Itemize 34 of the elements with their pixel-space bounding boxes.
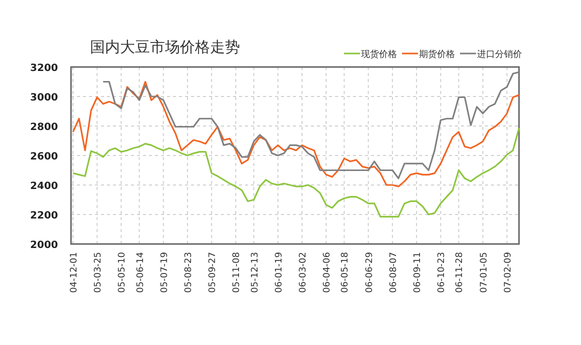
line-series (72, 127, 520, 218)
legend-label: 现货价格 (361, 49, 397, 60)
x-tick-label: 05-09-27 (208, 252, 218, 293)
x-tick-label: 05-07-19 (160, 252, 170, 293)
x-tick-label: 06-11-28 (455, 252, 466, 293)
y-tick-label: 2600 (30, 152, 58, 162)
legend-label: 期货价格 (419, 49, 455, 60)
chart-title: 国内大豆市场价格走势 (90, 38, 240, 56)
line-series (102, 71, 520, 180)
x-tick-label: 06-09-11 (413, 252, 424, 293)
x-tick-label: 05-08-23 (184, 252, 194, 293)
y-tick-label: 2200 (30, 210, 58, 222)
x-tick-label: 06-01-19 (274, 252, 284, 293)
x-tick-label: 05-03-25 (94, 252, 104, 293)
x-tick-label: 06-05-18 (340, 252, 351, 293)
legend-label: 进口分销价 (477, 49, 522, 60)
x-tick-label: 06-04-06 (322, 252, 333, 293)
x-tick-label: 07-02-09 (503, 252, 514, 293)
x-tick-label: 05-11-08 (232, 252, 242, 293)
y-tick-label: 2400 (30, 181, 58, 192)
x-tick-label: 07-01-05 (479, 252, 490, 293)
y-tick-label: 3200 (30, 63, 58, 74)
y-tick-label: 3000 (30, 92, 58, 104)
x-tick-label: 05-12-13 (250, 252, 260, 293)
x-tick-label: 06-06-29 (364, 252, 375, 293)
y-tick-label: 2000 (30, 240, 58, 251)
x-tick-label: 06-03-02 (298, 252, 309, 293)
y-tick-label: 2800 (30, 122, 58, 133)
x-tick-label: 05-06-14 (136, 252, 146, 293)
x-tick-label: 06-08-07 (388, 252, 399, 293)
line-series (72, 80, 520, 188)
x-tick-label: 06-10-23 (437, 252, 448, 293)
x-tick-label: 05-05-10 (118, 252, 128, 293)
x-tick-label: 04-12-01 (69, 252, 80, 293)
